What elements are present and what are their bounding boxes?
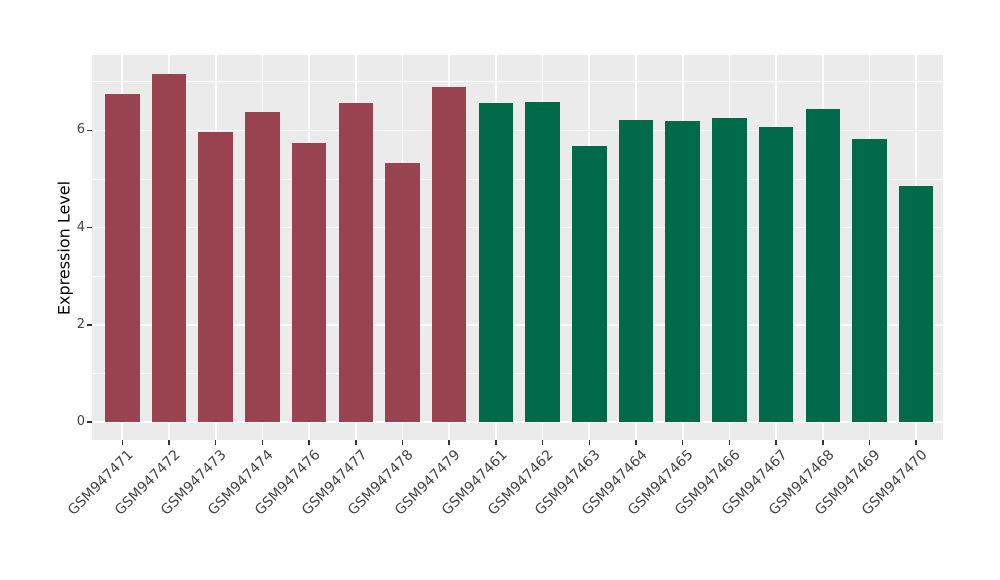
x-axis-tick-mark [775, 440, 777, 445]
bar-GSM947466 [712, 118, 747, 422]
gridline-minor-horizontal [92, 178, 943, 180]
bar-GSM947467 [758, 126, 794, 422]
y-axis-title: Expression Level [54, 180, 74, 316]
bar-GSM947478 [385, 162, 420, 422]
x-axis-tick-mark [308, 440, 310, 445]
x-axis-tick-mark [822, 440, 824, 445]
gridline-minor-horizontal [92, 372, 943, 374]
x-axis-tick-mark [728, 440, 731, 445]
gridline-major-horizontal [92, 226, 943, 229]
x-axis-tick-mark [448, 440, 450, 445]
x-axis-tick-mark [635, 440, 637, 445]
bar-GSM947473 [198, 131, 233, 422]
bar-GSM947477 [338, 103, 374, 422]
x-axis-tick-mark [868, 440, 871, 445]
bar-GSM947470 [898, 185, 934, 422]
gridline-minor-horizontal [92, 81, 943, 83]
y-axis-tick-mark [87, 129, 92, 132]
gridline-major-horizontal [92, 129, 943, 132]
x-axis-tick-mark [588, 440, 591, 445]
x-axis-tick-mark [495, 440, 497, 445]
bar-GSM947472 [151, 73, 187, 422]
bar-GSM947463 [572, 146, 607, 422]
x-axis-tick-mark [541, 440, 544, 445]
x-axis-tick-mark [121, 440, 124, 445]
bar-GSM947476 [291, 143, 327, 422]
y-axis-tick-mark [87, 421, 92, 423]
x-axis-tick-mark [681, 440, 684, 445]
bar-GSM947465 [665, 121, 700, 422]
bar-GSM947479 [431, 87, 467, 422]
bar-GSM947469 [852, 139, 887, 422]
bar-GSM947468 [805, 108, 841, 422]
x-axis-tick-mark [261, 440, 264, 445]
gridline-minor-horizontal [92, 275, 943, 277]
y-axis-tick-label: 0 [76, 414, 85, 429]
bar-GSM947464 [618, 120, 654, 422]
x-axis-tick-mark [214, 440, 217, 445]
y-axis-tick-label: 2 [76, 316, 85, 332]
gridline-major-horizontal [92, 323, 943, 326]
x-axis-tick-mark [915, 440, 917, 445]
x-axis-tick-mark [401, 440, 404, 445]
bar-GSM947471 [105, 94, 140, 422]
gridline-major-horizontal [92, 421, 943, 423]
x-axis-tick-mark [355, 440, 357, 445]
bar-GSM947462 [525, 102, 560, 422]
plot-panel [92, 55, 943, 440]
y-axis-tick-label: 4 [76, 219, 85, 235]
x-axis-tick-mark [168, 440, 170, 445]
y-axis-tick-label: 6 [76, 122, 85, 138]
bar-GSM947474 [245, 112, 280, 422]
y-axis-tick-mark [87, 324, 92, 326]
bar-GSM947461 [478, 102, 514, 422]
y-axis-tick-mark [87, 226, 92, 229]
